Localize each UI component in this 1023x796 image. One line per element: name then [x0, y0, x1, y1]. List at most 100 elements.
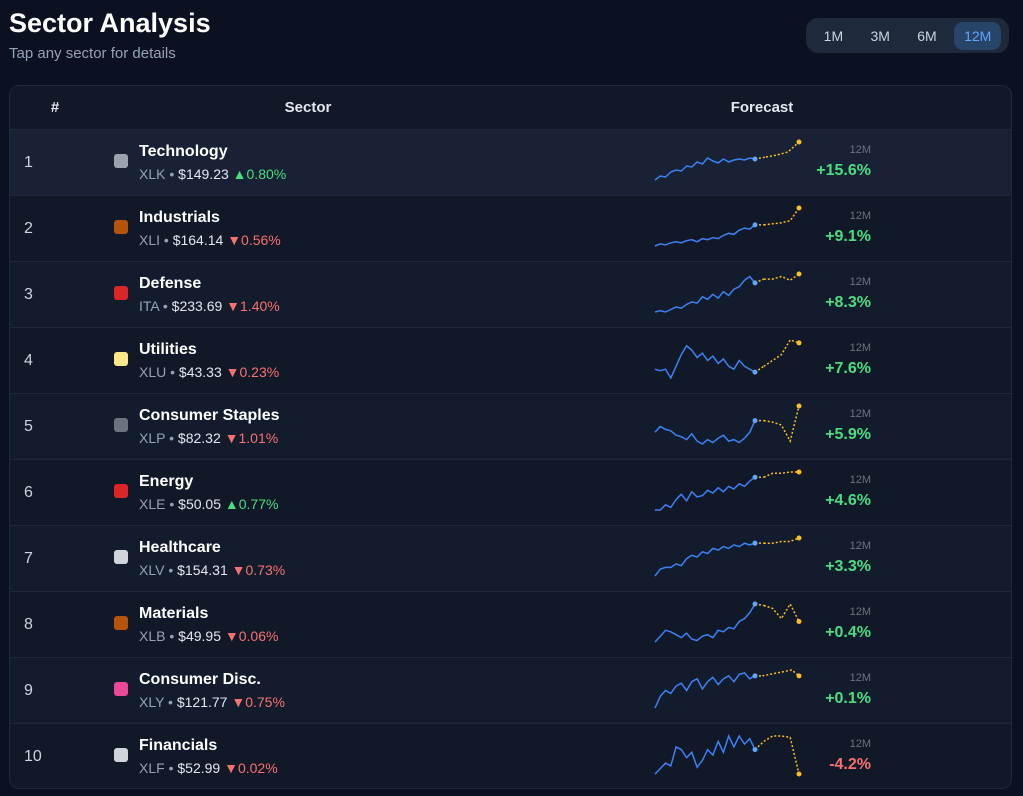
ticker: XLE — [139, 496, 166, 512]
sector-row[interactable]: 1 Technology XLK • $149.23 ▲0.80% 12M +15.6% — [10, 129, 1011, 195]
sector-meta: ITA • $233.69 ▼1.40% — [139, 298, 280, 314]
current-point — [752, 474, 758, 480]
forecast-value: +3.3% — [825, 558, 871, 575]
rank: 9 — [24, 682, 33, 699]
price: $121.77 — [176, 694, 228, 710]
title: Sector Analysis — [9, 8, 211, 38]
history-line — [654, 603, 756, 643]
sector-name: Consumer Staples — [139, 407, 280, 424]
current-point — [752, 222, 758, 228]
history-line — [655, 476, 756, 511]
sector-meta: XLV • $154.31 ▼0.73% — [139, 562, 285, 578]
forecast-value: +5.9% — [825, 426, 871, 443]
column-header: Sector — [284, 99, 332, 116]
ticker: XLP — [139, 430, 166, 446]
sector-row[interactable]: 9 Consumer Disc. XLY • $121.77 ▼0.75% 12M +0… — [10, 657, 1011, 723]
projection-line — [763, 602, 800, 622]
price: $43.33 — [178, 364, 222, 380]
sector-row[interactable]: 6 Energy XLE • $50.05 ▲0.77% 12M +4.6% — [10, 459, 1011, 525]
ticker: XLU — [139, 364, 167, 380]
sector-name: Technology — [139, 143, 228, 160]
sector-row[interactable]: 8 Materials XLB • $49.95 ▼0.06% 12M +0.4% — [10, 591, 1011, 657]
projection-line — [763, 339, 800, 367]
daily-change: ▼0.75% — [231, 694, 285, 710]
current-point — [752, 673, 758, 679]
price: $50.05 — [178, 496, 221, 512]
price: $49.95 — [178, 628, 221, 644]
price: $154.31 — [177, 562, 228, 578]
sector-name: Defense — [139, 275, 202, 292]
sector-row[interactable]: 4 Utilities XLU • $43.33 ▼0.23% 12M +7.6% — [10, 327, 1011, 393]
forecast-value: +0.1% — [825, 690, 871, 707]
forecast-value: +4.6% — [825, 492, 871, 509]
history-line — [654, 344, 756, 380]
sector-name: Materials — [139, 605, 209, 622]
sector-icon — [114, 550, 128, 564]
sparkline — [654, 139, 802, 181]
separator: • — [164, 562, 178, 578]
sector-name: Industrials — [139, 209, 220, 226]
sector-row[interactable]: 7 Healthcare XLV • $154.31 ▼0.73% 12M +3.3% — [10, 525, 1011, 591]
sector-row[interactable]: 3 Defense ITA • $233.69 ▼1.40% 12M +8.3% — [10, 261, 1011, 327]
period-button[interactable]: 3M — [870, 27, 890, 44]
rank: 7 — [24, 550, 33, 567]
sector-row[interactable]: 10 Financials XLF • $52.99 ▼0.02% 12M -4.2% — [10, 723, 1011, 788]
projection-line — [763, 405, 800, 444]
sparkline — [654, 271, 802, 313]
column-header: # — [50, 99, 60, 116]
sector-name: Financials — [139, 737, 218, 754]
forecast-horizon: 12M — [849, 738, 871, 750]
sector-row[interactable]: 2 Industrials XLI • $164.14 ▼0.56% 12M +9.1% — [10, 195, 1011, 261]
sector-row[interactable]: 5 Consumer Staples XLP • $82.32 ▼1.01% 12M +… — [10, 393, 1011, 459]
daily-change: ▼1.40% — [226, 298, 280, 314]
daily-change: ▼1.01% — [224, 430, 279, 446]
sector-name: Energy — [139, 473, 194, 490]
projection-line — [763, 735, 800, 775]
period-button[interactable]: 12M — [954, 21, 1002, 50]
current-point — [752, 418, 758, 424]
forecast-horizon: 12M — [849, 210, 871, 222]
projection-line — [763, 273, 800, 282]
current-point — [752, 601, 758, 607]
forecast-horizon: 12M — [849, 342, 871, 354]
period-selector: 1M 3M 6M 12M — [806, 18, 1009, 53]
daily-change: ▲0.80% — [232, 166, 287, 182]
separator: • — [158, 298, 172, 314]
sector-meta: XLE • $50.05 ▲0.77% — [139, 496, 278, 512]
target-point — [796, 673, 802, 679]
current-point — [752, 747, 758, 753]
sparkline — [654, 339, 802, 380]
sector-icon — [114, 616, 128, 630]
sector-icon — [114, 748, 128, 762]
sector-meta: XLF • $52.99 ▼0.02% — [139, 760, 278, 776]
separator: • — [165, 628, 179, 644]
separator: • — [165, 430, 178, 446]
sparkline — [654, 535, 802, 577]
ticker: XLY — [139, 694, 165, 710]
separator: • — [160, 232, 173, 248]
projection-line — [763, 471, 799, 478]
forecast-value: -4.2% — [829, 756, 871, 773]
history-line — [654, 275, 756, 313]
rank: 2 — [24, 220, 33, 237]
sector-table: # Sector Forecast 1 Technology XLK • $149.… — [9, 85, 1012, 789]
price: $82.32 — [177, 430, 221, 446]
daily-change: ▼0.02% — [224, 760, 278, 776]
history-line — [654, 542, 756, 577]
sector-meta: XLB • $49.95 ▼0.06% — [139, 628, 278, 644]
sector-name: Healthcare — [139, 539, 221, 556]
sector-icon — [114, 154, 128, 168]
forecast-horizon: 12M — [849, 672, 871, 684]
projection-line — [762, 669, 800, 677]
history-line — [654, 733, 756, 775]
price: $52.99 — [177, 760, 221, 776]
rank: 8 — [24, 616, 33, 633]
forecast-value: +8.3% — [825, 294, 871, 311]
sector-meta: XLY • $121.77 ▼0.75% — [139, 694, 285, 710]
period-button[interactable]: 1M — [823, 27, 844, 44]
sector-meta: XLK • $149.23 ▲0.80% — [139, 166, 286, 182]
period-button[interactable]: 6M — [917, 27, 937, 44]
ticker: XLB — [139, 628, 166, 644]
target-point — [796, 771, 802, 777]
